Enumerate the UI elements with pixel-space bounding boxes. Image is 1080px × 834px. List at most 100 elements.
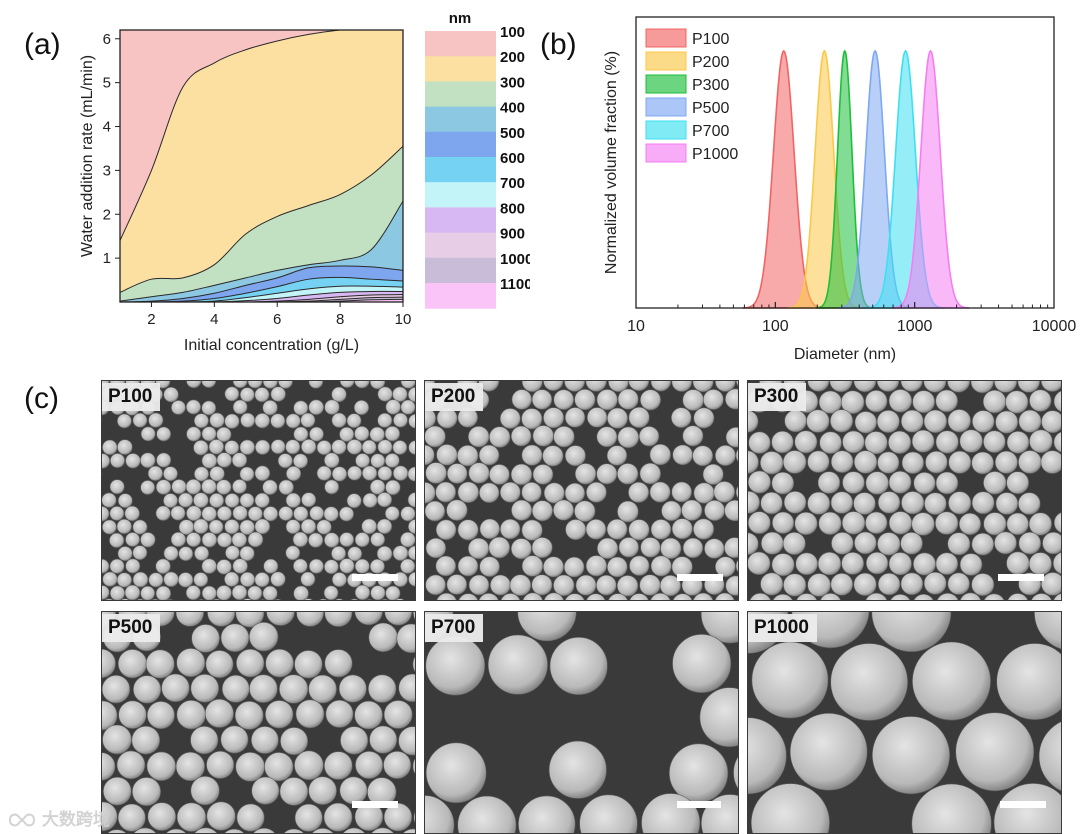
particle [672,444,694,466]
particle [517,612,577,642]
particle [638,426,660,447]
particle [565,519,587,541]
particle [830,450,854,473]
particle [468,426,490,448]
particle [262,585,278,600]
particle [224,440,240,455]
particle [125,532,140,547]
particle [323,802,353,832]
particle [296,612,324,627]
legend-entry: P100 [692,31,729,48]
particle [617,500,639,523]
x-tick-label: 6 [273,311,281,328]
y-tick-label: 5 [103,75,111,92]
sem-micrograph [102,381,415,600]
particle [817,471,841,494]
particle [308,558,324,574]
x-tick-label: 10 [627,318,645,335]
particle [209,412,225,428]
particle [1031,593,1052,600]
particle [478,381,500,392]
particle [102,648,116,679]
legend-entry: P700 [692,123,729,140]
particle [435,519,457,541]
x-tick-label: 100 [762,318,789,335]
particle [339,426,355,442]
particle [596,574,617,596]
particle [201,400,217,416]
particle [117,546,133,562]
particle [564,407,586,428]
particle [194,545,210,561]
particle [176,699,206,730]
particle [488,536,511,559]
particle [947,381,971,393]
particle [102,700,118,731]
particle [355,751,384,780]
particle [807,450,830,473]
particle [354,700,383,730]
particle [830,643,908,721]
particle [597,537,619,559]
particle [116,518,132,535]
particle [239,493,255,508]
particle [606,518,628,540]
y-tick-label: 4 [103,119,111,136]
particle [194,466,210,482]
particle [959,429,983,453]
particle [224,493,240,508]
particle [346,413,362,429]
particle [201,506,217,522]
particle [795,552,819,576]
particle [148,572,164,588]
particle [176,802,207,832]
particle [935,430,959,454]
particle [392,386,408,403]
particle [325,699,354,728]
particle [854,411,878,434]
particle [682,425,704,447]
particle [216,452,233,468]
particle [186,505,202,522]
particle [331,572,347,588]
particle [702,389,724,410]
particle [235,612,265,628]
particle [553,574,575,597]
contour-line [120,265,403,302]
particle [532,464,554,485]
particle [877,491,901,514]
particle [748,491,760,514]
particle [959,592,982,600]
particle [970,381,994,394]
particle [339,381,355,388]
particle [240,412,256,428]
particle [369,381,386,390]
particle [925,450,948,474]
particle [888,389,913,413]
particle [425,444,435,466]
particle [911,512,935,536]
particle [120,598,130,600]
particle [1053,593,1061,600]
particle [331,546,347,562]
particle [468,462,490,484]
particle [132,545,148,561]
particle [309,426,324,442]
particle [935,552,959,575]
particle [682,537,704,559]
particle [1028,512,1053,536]
particle [279,674,309,704]
particle [239,571,256,588]
particle [639,462,662,485]
particle [993,783,1061,833]
particle [377,412,393,428]
particle [819,431,842,455]
particle [553,426,575,448]
particle [151,598,160,600]
particle [216,506,232,522]
particle [510,463,533,486]
particle [102,519,117,535]
particle [216,585,232,600]
particle [704,500,726,522]
